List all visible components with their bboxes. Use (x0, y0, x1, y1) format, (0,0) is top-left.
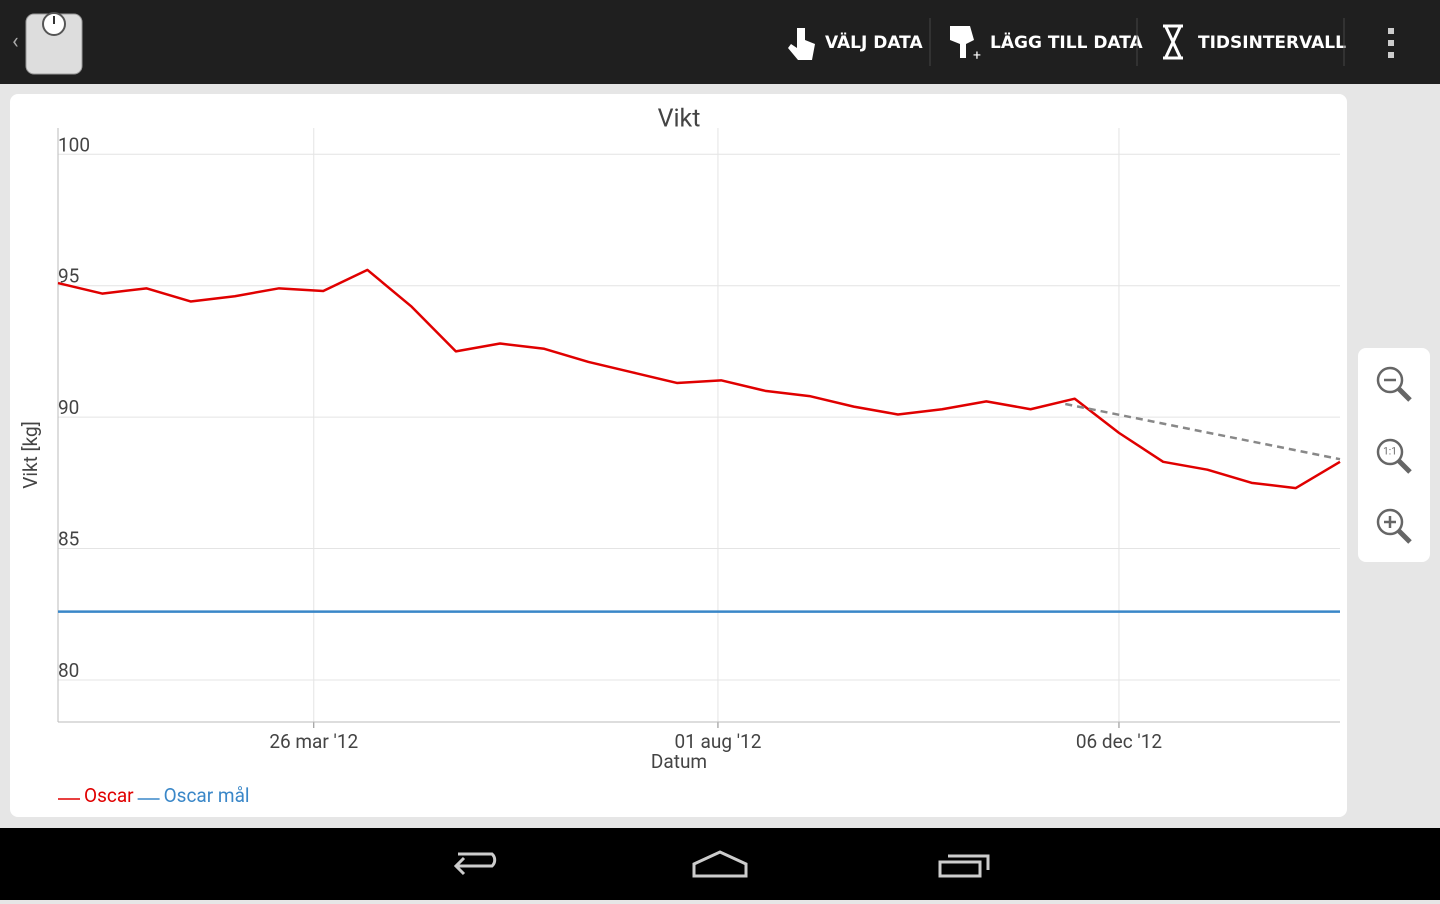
zoom-reset-button[interactable]: 1:1 (1376, 438, 1412, 474)
nav-bar (0, 828, 1440, 900)
x-axis-label: Datum (651, 750, 707, 773)
add-data-button[interactable]: + LÄGG TILL DATA (950, 26, 1144, 64)
y-tick-label: 80 (58, 659, 79, 682)
overflow-menu[interactable] (1388, 28, 1394, 58)
legend-label: Oscar (84, 784, 134, 807)
y-tick-label: 95 (58, 265, 79, 288)
trend-line (1065, 402, 1341, 461)
svg-text:+: + (973, 48, 981, 64)
y-tick-label: 90 (58, 396, 79, 419)
action-label: LÄGG TILL DATA (990, 31, 1144, 53)
chart-card (10, 94, 1347, 817)
y-axis-label: Vikt [kg] (19, 421, 42, 488)
action-label: TIDSINTERVALL (1198, 33, 1346, 53)
home-button[interactable] (692, 850, 748, 878)
time-interval-button[interactable]: TIDSINTERVALL (1163, 24, 1346, 60)
x-tick-label: 26 mar '12 (269, 730, 358, 753)
action-bar (0, 0, 1440, 84)
chart-title: Vikt (658, 105, 701, 134)
app-icon[interactable] (25, 12, 83, 75)
zoom-in-button[interactable] (1376, 508, 1412, 544)
x-tick-label: 01 aug '12 (674, 730, 761, 753)
zoom-out-button[interactable] (1376, 366, 1412, 402)
zoom-reset-label: 1:1 (1383, 447, 1397, 458)
back-button[interactable] (453, 852, 497, 876)
chart: 80 85 90 95 100 26 mar '12 01 aug '12 06 dec '1… (57, 128, 1341, 807)
legend-label: Oscar mål (164, 784, 250, 807)
series-line (57, 268, 1341, 490)
x-tick-label: 06 dec '12 (1076, 730, 1162, 753)
up-caret[interactable]: ‹ (12, 29, 19, 54)
choose-data-button[interactable]: VÄLJ DATA (788, 28, 923, 60)
recents-button[interactable] (938, 854, 990, 878)
action-label: VÄLJ DATA (825, 31, 923, 53)
y-tick-label: 100 (58, 133, 90, 156)
y-tick-label: 85 (58, 528, 79, 551)
zoom-panel: 1:1 (1358, 348, 1430, 562)
